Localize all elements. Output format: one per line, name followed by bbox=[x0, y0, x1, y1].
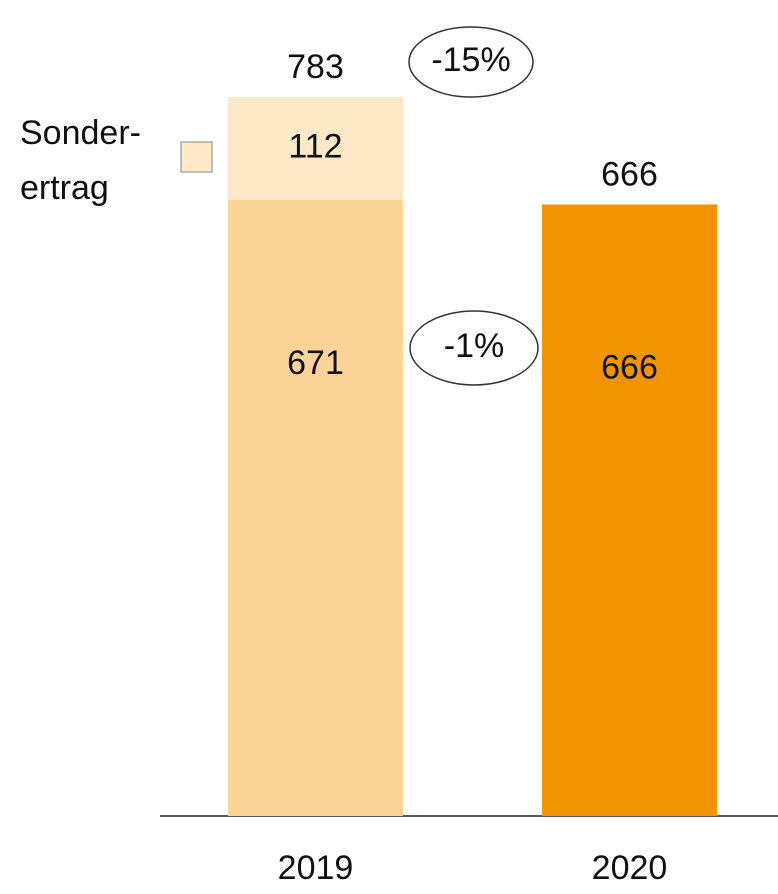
x-tick-label: 2020 bbox=[592, 849, 668, 887]
bar-segment bbox=[228, 97, 403, 200]
total-label: 783 bbox=[287, 48, 344, 86]
bar-segment bbox=[228, 199, 403, 816]
annotation: -15% bbox=[431, 41, 510, 79]
annotation: -1% bbox=[444, 327, 504, 365]
bar-segment bbox=[542, 204, 717, 817]
total-label: 666 bbox=[601, 155, 658, 193]
legend-label: Sonder- ertrag bbox=[20, 114, 141, 207]
legend-swatch bbox=[180, 141, 213, 173]
value-label: 666 bbox=[601, 348, 658, 386]
annotation-ellipse bbox=[409, 310, 539, 386]
annotation-ellipse bbox=[408, 26, 534, 98]
value-label: 671 bbox=[287, 344, 344, 382]
x-tick-label: 2019 bbox=[278, 849, 354, 887]
value-label: 112 bbox=[288, 127, 342, 165]
